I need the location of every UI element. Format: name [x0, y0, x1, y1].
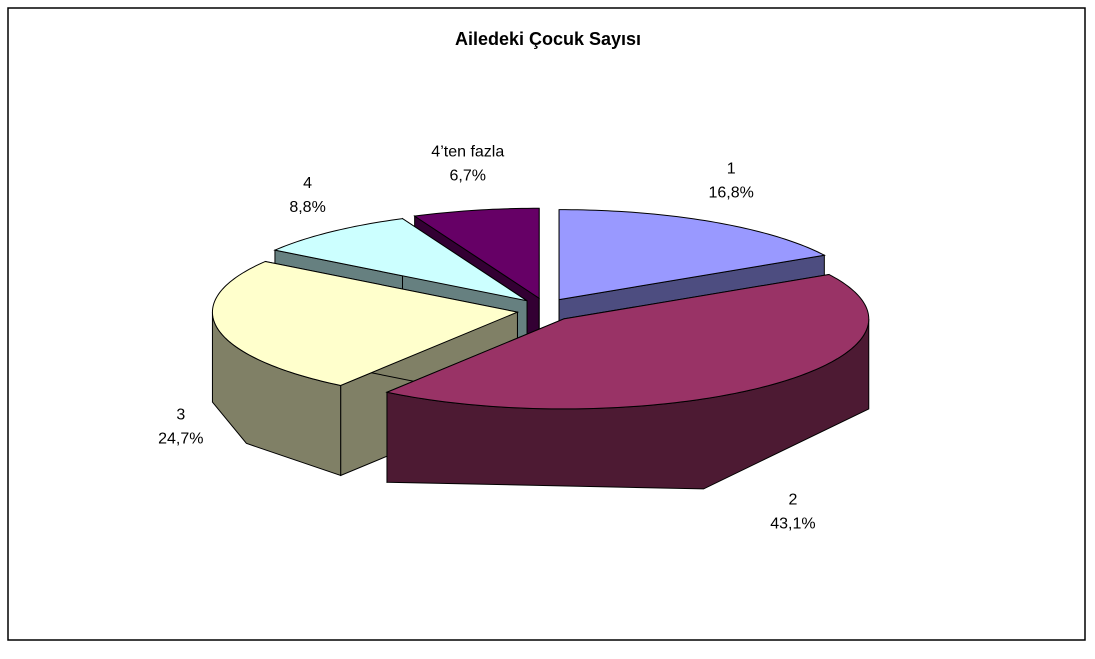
slice-value-label: 8,8% — [289, 199, 325, 216]
slice-value-label: 16,8% — [708, 185, 753, 202]
slice-group — [385, 273, 870, 490]
slice — [273, 218, 528, 302]
slice-label: 3 — [176, 407, 185, 424]
slice-value-label: 43,1% — [770, 516, 815, 533]
slice-label: 2 — [788, 492, 797, 509]
slice — [385, 273, 870, 410]
chart-title: Ailedeki Çocuk Sayısı — [455, 29, 641, 49]
slice-value-label: 24,7% — [158, 431, 203, 448]
slice — [211, 260, 520, 386]
chart-frame — [7, 7, 1086, 641]
slice-label: 4 — [303, 175, 312, 192]
slice-label: 1 — [727, 161, 736, 178]
slice-label: 4’ten fazla — [431, 144, 504, 161]
slice — [558, 209, 826, 301]
slice-value-label: 6,7% — [450, 168, 486, 185]
slice — [413, 207, 540, 300]
